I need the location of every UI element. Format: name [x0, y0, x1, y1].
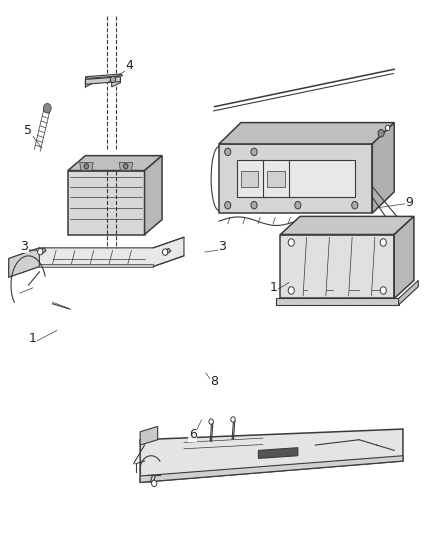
- Polygon shape: [258, 448, 298, 458]
- Polygon shape: [9, 248, 39, 277]
- Polygon shape: [237, 160, 355, 197]
- Polygon shape: [119, 163, 133, 171]
- Text: 9: 9: [406, 196, 413, 209]
- Polygon shape: [162, 248, 171, 255]
- Polygon shape: [140, 456, 403, 482]
- Circle shape: [84, 164, 88, 169]
- Polygon shape: [85, 74, 123, 78]
- Circle shape: [162, 249, 168, 255]
- Polygon shape: [68, 171, 145, 235]
- Circle shape: [288, 287, 294, 294]
- Polygon shape: [280, 235, 394, 298]
- Polygon shape: [80, 163, 93, 171]
- Circle shape: [295, 201, 301, 209]
- Polygon shape: [267, 171, 285, 187]
- Circle shape: [380, 239, 386, 246]
- Text: 6: 6: [189, 428, 197, 441]
- Circle shape: [380, 287, 386, 294]
- Polygon shape: [219, 144, 372, 213]
- Polygon shape: [280, 216, 414, 235]
- Polygon shape: [145, 156, 162, 235]
- Circle shape: [385, 125, 390, 131]
- Polygon shape: [372, 123, 394, 213]
- Circle shape: [231, 417, 235, 422]
- Text: 5: 5: [25, 124, 32, 137]
- Polygon shape: [85, 77, 120, 84]
- Circle shape: [352, 201, 358, 209]
- Polygon shape: [276, 298, 399, 305]
- Polygon shape: [85, 78, 94, 87]
- Circle shape: [124, 164, 128, 169]
- Circle shape: [251, 148, 257, 156]
- Circle shape: [288, 239, 294, 246]
- Text: 1: 1: [270, 281, 278, 294]
- Text: 3: 3: [219, 240, 226, 253]
- Circle shape: [110, 76, 116, 83]
- Circle shape: [378, 130, 384, 137]
- Circle shape: [152, 480, 157, 487]
- Polygon shape: [140, 426, 158, 445]
- Polygon shape: [394, 216, 414, 298]
- Circle shape: [225, 201, 231, 209]
- Circle shape: [38, 248, 43, 255]
- Polygon shape: [399, 280, 418, 305]
- Polygon shape: [112, 78, 120, 87]
- Text: 3: 3: [20, 240, 28, 253]
- Circle shape: [209, 419, 213, 424]
- Polygon shape: [68, 156, 162, 171]
- Text: 1: 1: [29, 332, 37, 345]
- Circle shape: [43, 103, 51, 113]
- Text: 8: 8: [211, 375, 219, 387]
- Polygon shape: [9, 237, 184, 277]
- Polygon shape: [37, 248, 46, 254]
- Polygon shape: [39, 264, 153, 266]
- Polygon shape: [219, 123, 394, 144]
- Circle shape: [225, 148, 231, 156]
- Polygon shape: [140, 429, 403, 482]
- Circle shape: [251, 201, 257, 209]
- Polygon shape: [241, 171, 258, 187]
- Text: 4: 4: [125, 59, 133, 71]
